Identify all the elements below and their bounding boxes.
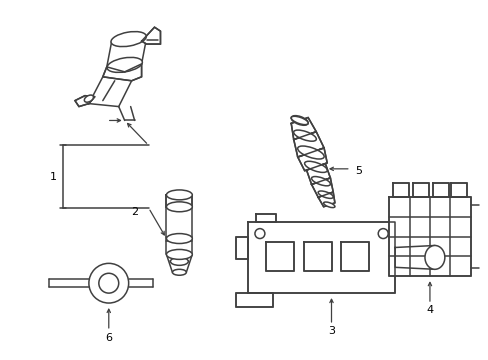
Polygon shape [394,246,434,269]
Polygon shape [450,183,466,197]
Polygon shape [412,183,428,197]
Ellipse shape [293,130,316,141]
Polygon shape [432,183,448,197]
Text: 6: 6 [105,333,112,343]
Polygon shape [306,163,330,184]
Polygon shape [318,192,334,207]
Text: 2: 2 [131,207,138,217]
Ellipse shape [254,229,264,239]
Polygon shape [388,197,470,276]
Ellipse shape [166,190,192,200]
Polygon shape [166,195,192,207]
Polygon shape [75,96,95,107]
Polygon shape [247,222,394,293]
Polygon shape [255,214,275,222]
Polygon shape [303,242,331,271]
Polygon shape [341,242,368,271]
Polygon shape [236,293,272,307]
Polygon shape [142,27,160,44]
Ellipse shape [166,202,192,212]
Ellipse shape [311,176,330,186]
Polygon shape [265,242,293,271]
Text: 4: 4 [426,305,433,315]
Ellipse shape [84,95,93,102]
Ellipse shape [304,161,326,172]
Ellipse shape [323,202,334,208]
Polygon shape [392,183,408,197]
Ellipse shape [166,234,192,243]
Ellipse shape [89,264,128,303]
Ellipse shape [111,32,146,46]
Ellipse shape [170,257,188,265]
Polygon shape [102,64,142,81]
Ellipse shape [166,249,192,260]
Polygon shape [297,148,326,171]
Polygon shape [293,132,324,157]
Ellipse shape [318,191,333,198]
Ellipse shape [377,229,387,239]
Ellipse shape [99,273,119,293]
Polygon shape [236,237,247,260]
Text: 1: 1 [49,171,57,181]
Ellipse shape [424,246,444,269]
Text: 3: 3 [327,326,334,336]
Text: 5: 5 [354,166,362,176]
Polygon shape [291,117,316,140]
Ellipse shape [297,146,324,159]
Ellipse shape [107,57,142,72]
Ellipse shape [172,269,186,275]
Polygon shape [311,178,332,197]
Ellipse shape [290,116,307,125]
Ellipse shape [290,116,307,125]
